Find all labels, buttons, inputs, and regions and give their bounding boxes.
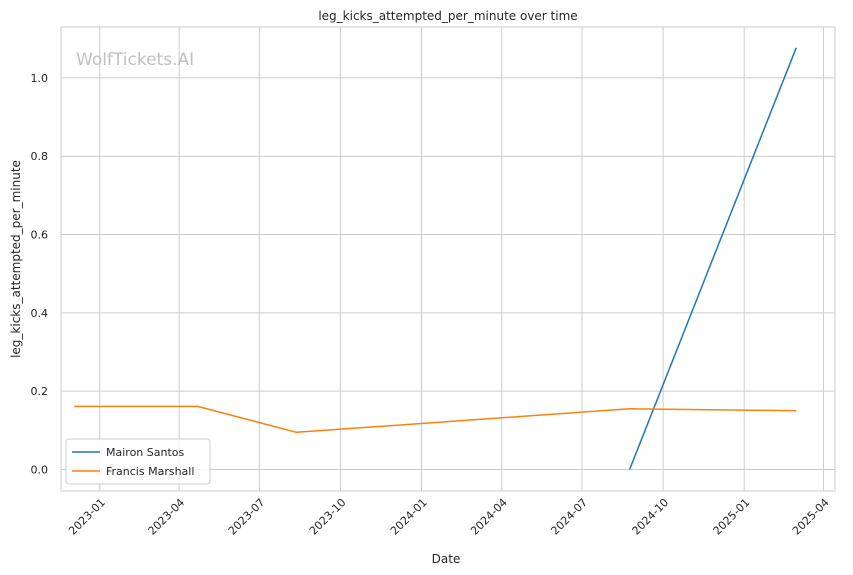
x-tick-label: 2024-04 [468, 496, 510, 538]
x-tick-label: 2025-04 [790, 496, 832, 538]
x-tick-label: 2023-01 [66, 496, 108, 538]
x-tick-label: 2024-07 [548, 496, 590, 538]
series-line-francis-marshall [74, 405, 797, 434]
y-tick-label: 0.0 [31, 463, 49, 476]
y-tick-labels: 0.0 0.2 0.4 0.6 0.8 1.0 [31, 72, 49, 477]
y-tick-label: 1.0 [31, 72, 49, 85]
x-tick-label: 2024-01 [388, 496, 430, 538]
y-tick-label: 0.6 [31, 229, 49, 242]
y-tick-label: 0.2 [31, 385, 49, 398]
x-tick-label: 2023-10 [307, 496, 349, 538]
x-tick-label: 2024-10 [630, 496, 672, 538]
x-tick-label: 2025-01 [711, 496, 753, 538]
grid [61, 27, 835, 491]
x-tick-label: 2023-07 [226, 496, 268, 538]
series-layer [74, 47, 797, 470]
y-tick-label: 0.8 [31, 150, 49, 163]
series-line-mairon-santos [628, 47, 797, 470]
x-tick-labels: 2023-01 2023-04 2023-07 2023-10 2024-01 2024-… [66, 496, 831, 538]
legend-label: Mairon Santos [106, 446, 185, 459]
legend-box [65, 438, 211, 485]
plot-area [60, 26, 836, 492]
legend: Mairon Santos Francis Marshall [65, 438, 211, 485]
legend-label: Francis Marshall [106, 465, 194, 478]
y-axis-title: leg_kicks_attempted_per_minute [9, 160, 23, 358]
x-tick-label: 2023-04 [146, 496, 188, 538]
y-tick-label: 0.4 [31, 307, 49, 320]
chart-title: leg_kicks_attempted_per_minute over time [318, 9, 577, 23]
watermark: WolfTickets.AI [76, 50, 194, 70]
x-axis-title: Date [432, 552, 461, 566]
